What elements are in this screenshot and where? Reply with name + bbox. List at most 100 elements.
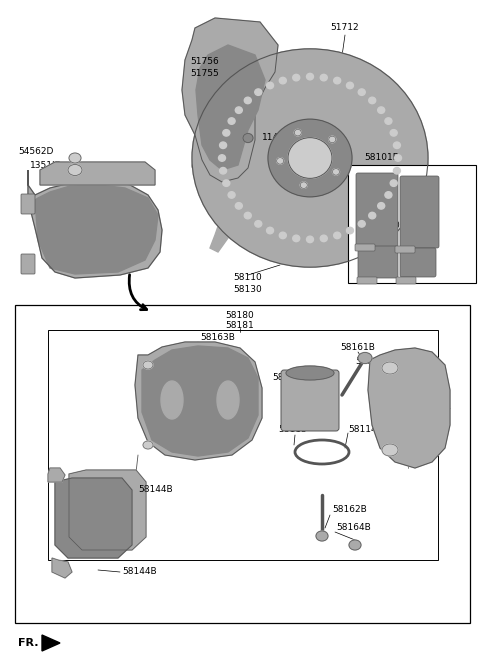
Polygon shape [142,346,258,456]
Polygon shape [40,162,155,185]
Ellipse shape [228,192,235,198]
Text: 1351JD: 1351JD [30,160,62,170]
Ellipse shape [255,221,262,227]
Text: 58114A: 58114A [348,426,383,434]
Polygon shape [52,558,72,578]
Ellipse shape [223,180,230,187]
Ellipse shape [68,164,82,175]
Text: 58180: 58180 [226,311,254,319]
Text: 58112: 58112 [272,373,300,382]
Ellipse shape [293,235,300,242]
Text: 58161B: 58161B [340,344,375,353]
Polygon shape [48,468,65,482]
Ellipse shape [369,212,376,219]
Ellipse shape [276,158,284,164]
Text: 51755: 51755 [190,70,219,78]
Text: 51712: 51712 [331,24,360,32]
Polygon shape [196,45,265,170]
FancyBboxPatch shape [396,277,416,284]
Text: 58314: 58314 [148,388,177,397]
Text: FR.: FR. [18,638,38,648]
Polygon shape [69,470,146,550]
Text: 58162B: 58162B [332,505,367,514]
Ellipse shape [369,97,376,104]
FancyBboxPatch shape [358,246,398,278]
Ellipse shape [382,444,398,456]
Ellipse shape [320,74,327,81]
Ellipse shape [143,441,153,449]
Polygon shape [135,342,262,460]
Ellipse shape [334,232,341,238]
Ellipse shape [192,145,428,187]
FancyBboxPatch shape [356,173,398,249]
Text: 58125F: 58125F [148,403,182,413]
Bar [15,305,470,623]
Text: 58164B: 58164B [355,357,390,367]
Ellipse shape [223,129,230,136]
Ellipse shape [347,82,353,89]
FancyBboxPatch shape [395,246,415,253]
Polygon shape [42,635,60,651]
Ellipse shape [358,221,365,227]
Ellipse shape [268,119,352,197]
Ellipse shape [218,155,226,161]
Ellipse shape [294,129,301,136]
Text: 58163B: 58163B [200,334,235,342]
Ellipse shape [286,366,334,380]
Ellipse shape [244,97,251,104]
Text: 58125: 58125 [168,350,197,359]
Text: 58181: 58181 [226,321,254,330]
Ellipse shape [235,202,242,209]
Ellipse shape [300,182,307,189]
Text: 58164B: 58164B [336,524,371,533]
Ellipse shape [288,138,332,178]
Ellipse shape [382,362,398,374]
Text: 51756: 51756 [190,58,219,66]
Text: 58101B: 58101B [365,154,399,162]
Ellipse shape [69,153,81,163]
FancyBboxPatch shape [355,244,375,251]
FancyBboxPatch shape [281,370,339,431]
Polygon shape [55,478,132,558]
Text: 58144B: 58144B [138,486,173,495]
Text: 58110: 58110 [234,273,263,283]
Ellipse shape [266,227,274,234]
Ellipse shape [347,227,353,234]
Ellipse shape [358,89,365,95]
Ellipse shape [279,78,286,84]
Text: 58113: 58113 [278,426,307,434]
Ellipse shape [307,74,313,80]
FancyBboxPatch shape [357,277,377,284]
FancyBboxPatch shape [21,194,35,214]
Ellipse shape [320,235,327,242]
Ellipse shape [279,232,286,238]
Ellipse shape [293,74,300,81]
Text: 58130: 58130 [234,286,263,294]
Ellipse shape [358,353,372,363]
Text: 1140FZ: 1140FZ [262,133,296,143]
Polygon shape [210,175,248,252]
Polygon shape [35,185,158,274]
Ellipse shape [378,202,384,209]
Polygon shape [368,348,450,468]
Text: 54562D: 54562D [18,148,53,156]
Text: 1220FS: 1220FS [378,221,411,231]
FancyBboxPatch shape [400,176,439,248]
Ellipse shape [219,168,227,174]
Ellipse shape [243,133,253,143]
Ellipse shape [333,169,339,175]
Ellipse shape [394,142,400,148]
Ellipse shape [161,381,183,419]
Ellipse shape [143,361,153,369]
Ellipse shape [378,107,384,114]
Ellipse shape [266,82,274,89]
Ellipse shape [390,129,397,136]
Bar [348,165,476,283]
Ellipse shape [244,212,251,219]
Ellipse shape [217,381,239,419]
Ellipse shape [307,236,313,242]
Bar [48,330,438,560]
Ellipse shape [329,136,336,143]
FancyBboxPatch shape [21,254,35,274]
Polygon shape [182,18,278,182]
